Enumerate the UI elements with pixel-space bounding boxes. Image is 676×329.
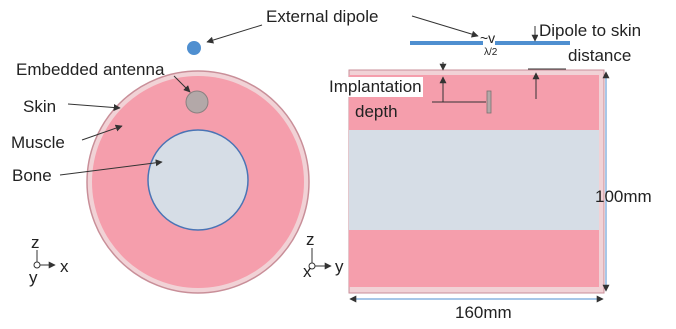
implantation-label-line1: Implantation	[328, 77, 423, 97]
implant-rect	[486, 90, 492, 114]
external-dipole-arrow	[206, 24, 263, 44]
bone-rect	[349, 130, 599, 230]
muscle-label: Muscle	[11, 133, 65, 152]
width-dimension-label: 160mm	[455, 303, 512, 322]
muscle-bottom-rect	[349, 230, 599, 287]
side-axis-out-label: x	[303, 262, 312, 281]
side-axis-right-label: y	[335, 257, 344, 276]
dipole-to-skin-label-line1: Dipole to skin	[538, 21, 643, 41]
muscle-arrow	[81, 124, 123, 141]
half-wavelength-label: λ/2	[484, 47, 498, 58]
front-axis-right-label: x	[60, 257, 69, 276]
embedded-antenna-label: Embedded antenna	[16, 60, 165, 79]
front-axis-glyph	[33, 250, 56, 269]
embedded-antenna-arrow	[173, 75, 191, 93]
source-symbol-label: ~v	[480, 30, 496, 46]
front-axis-up-label: z	[31, 233, 40, 252]
bone-label: Bone	[12, 166, 52, 185]
skin-label: Skin	[23, 97, 57, 116]
dipole-to-skin-label-line2: distance	[568, 46, 632, 65]
side-axis-glyph	[308, 248, 332, 270]
front-axis-out-label: y	[29, 268, 38, 287]
external-dipole-label: External dipole	[266, 7, 379, 26]
dipole-label-arrow	[411, 15, 479, 38]
side-axis-up-label: z	[306, 230, 315, 249]
skin-arrow	[67, 103, 121, 112]
height-dimension-label: 100mm	[595, 187, 652, 206]
embedded-antenna-circle	[185, 90, 209, 114]
implantation-label-line2: depth	[355, 102, 398, 121]
bone-arrow	[59, 159, 163, 176]
bone-circle	[147, 129, 249, 231]
external-dipole-dot	[187, 41, 201, 55]
